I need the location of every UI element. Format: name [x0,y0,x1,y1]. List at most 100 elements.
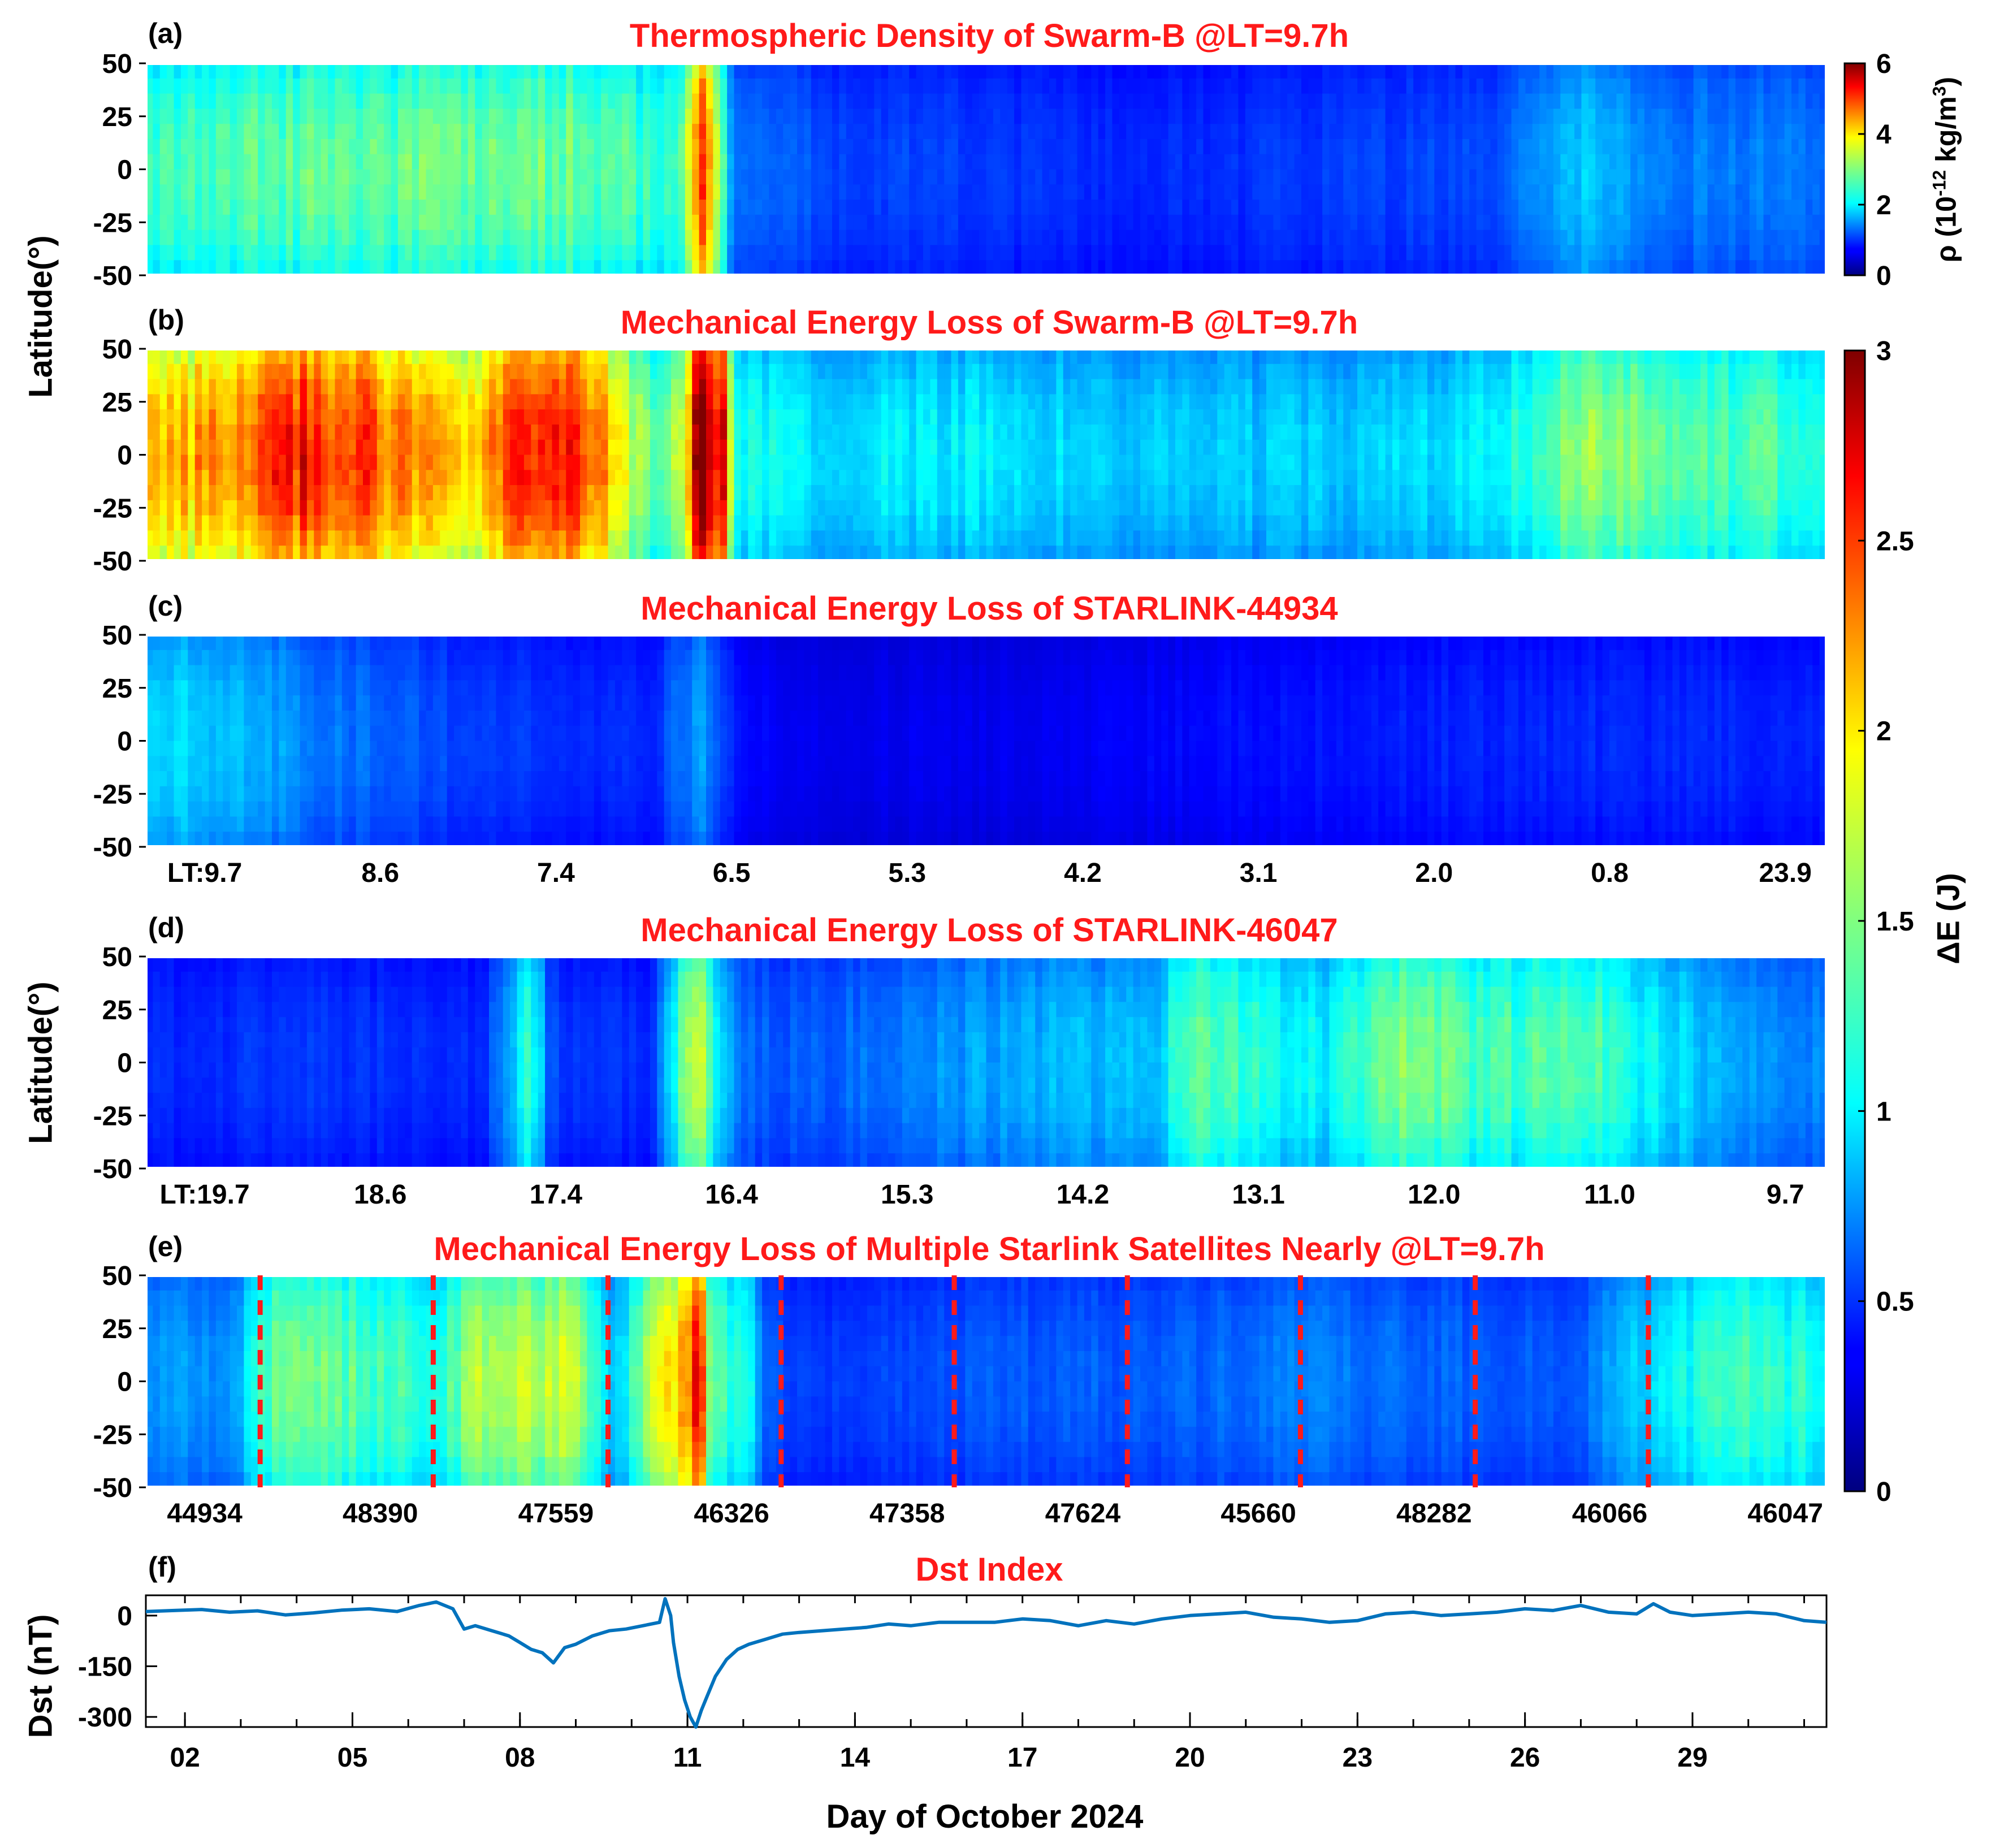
heatmap-cell [1049,63,1057,79]
heatmap-cell [209,409,217,425]
heatmap-cell [748,78,756,94]
heatmap-cell [1294,63,1302,79]
heatmap-cell [566,124,574,140]
heatmap-cell [376,109,384,124]
heatmap-cell [271,260,279,276]
heatmap-cell [685,500,692,516]
heatmap-cell [930,500,938,516]
heatmap-cell [146,515,153,531]
heatmap-cell [636,109,644,124]
heatmap-cell [1434,230,1442,246]
heatmap-cell [209,439,217,456]
heatmap-cell [237,424,245,440]
heatmap-cell [881,214,889,231]
heatmap-cell [461,500,469,516]
heatmap-cell [1252,184,1260,200]
heatmap-cell [1399,230,1407,246]
heatmap-cell [1287,184,1295,200]
heatmap-cell [790,78,798,94]
heatmap-cell [1700,184,1708,200]
heatmap-cell [1672,214,1680,231]
heatmap-cell [958,139,966,155]
heatmap-cell [1280,184,1288,200]
heatmap-cell [461,530,469,546]
heatmap-cell [797,154,805,170]
heatmap-cell [930,530,938,546]
heatmap-cell [285,500,293,516]
heatmap-cell [1301,200,1309,215]
heatmap-cell [734,455,742,470]
heatmap-cell [678,515,686,531]
heatmap-cell [306,63,314,79]
heatmap-cell [1735,230,1743,246]
heatmap-cell [1105,154,1113,170]
heatmap-cell [1063,93,1071,109]
heatmap-cell [748,394,756,410]
heatmap-cell [391,349,399,365]
heatmap-cell [1497,245,1505,261]
heatmap-cell [1798,245,1806,261]
heatmap-cell [412,546,419,561]
heatmap-cell [510,546,518,561]
heatmap-cell [293,349,301,365]
heatmap-cell [755,78,763,94]
heatmap-cell [314,230,322,246]
heatmap-cell [1322,184,1330,200]
heatmap-cell [419,394,427,410]
heatmap-cell [1665,139,1673,155]
heatmap-cell [1028,93,1036,109]
heatmap-cell [194,214,202,231]
heatmap-cell [167,546,175,561]
heatmap-cell [271,349,279,365]
heatmap-cell [349,439,357,456]
heatmap-cell [1567,109,1575,124]
heatmap-cell [384,394,392,410]
heatmap-cell [1217,245,1225,261]
heatmap-cell [496,530,504,546]
heatmap-cell [776,349,784,365]
heatmap-cell [1126,139,1134,155]
heatmap-cell [1161,139,1169,155]
heatmap-cell [601,515,609,531]
heatmap-cell [1448,139,1456,155]
heatmap-cell [1252,214,1260,231]
heatmap-cell [762,78,770,94]
heatmap-cell [916,184,924,200]
heatmap-cell [818,230,826,246]
heatmap-cell [1679,214,1687,231]
heatmap-cell [755,470,763,486]
heatmap-cell [1595,93,1603,109]
heatmap-cell [370,349,378,365]
heatmap-cell [741,409,748,425]
heatmap-cell [657,124,665,140]
heatmap-cell [545,379,553,395]
heatmap-cell [783,124,791,140]
heatmap-cell [1371,63,1379,79]
heatmap-cell [517,169,525,185]
heatmap-cell [1525,230,1533,246]
heatmap-cell [482,485,490,501]
heatmap-cell [1315,184,1323,200]
heatmap-cell [1490,200,1498,215]
heatmap-cell [1511,169,1519,185]
heatmap-cell [1336,245,1344,261]
heatmap-cell [958,200,966,215]
heatmap-cell [1203,139,1211,155]
heatmap-cell [341,169,349,185]
heatmap-cell [341,139,349,155]
heatmap-cell [538,379,546,395]
heatmap-cell [825,260,833,276]
heatmap-cell [706,379,713,395]
heatmap-cell [1588,260,1596,276]
heatmap-cell [762,124,770,140]
heatmap-cell [1553,260,1561,276]
heatmap-cell [405,245,413,261]
heatmap-cell [538,245,546,261]
heatmap-cell [1168,200,1176,215]
heatmap-cell [853,409,861,425]
heatmap-cell [1609,200,1617,215]
heatmap-cell [692,515,700,531]
heatmap-cell [1777,139,1785,155]
heatmap-cell [1119,93,1127,109]
heatmap-cell [734,379,742,395]
